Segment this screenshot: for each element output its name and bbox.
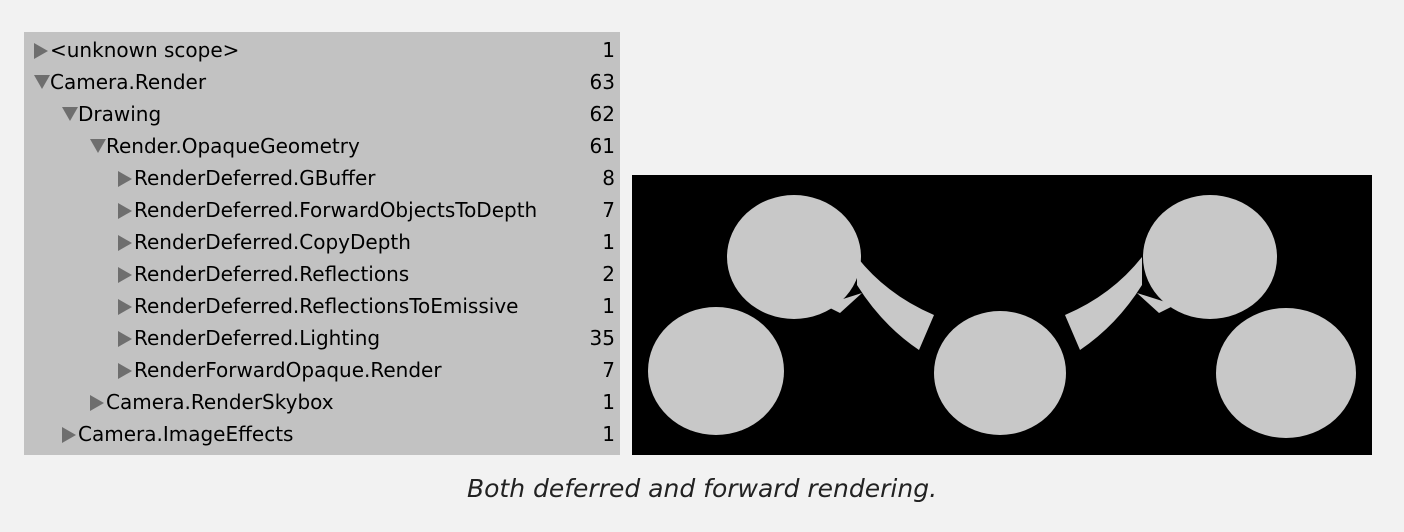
collapsed-triangle-icon[interactable] xyxy=(118,290,134,322)
tree-row[interactable]: Camera.ImageEffects 1 xyxy=(24,418,620,450)
tree-row-label: Camera.RenderSkybox xyxy=(106,390,334,414)
tree-row[interactable]: RenderDeferred.Lighting 35 xyxy=(24,322,620,354)
circle-shape xyxy=(727,195,861,319)
neck-shape xyxy=(1137,293,1175,313)
tree-row-count: 1 xyxy=(602,390,615,414)
render-preview-canvas xyxy=(648,195,1356,438)
tree-row-label: RenderDeferred.Lighting xyxy=(134,326,381,350)
tree-row-count: 35 xyxy=(589,326,615,350)
collapsed-triangle-icon[interactable] xyxy=(118,354,134,386)
figure-caption: Both deferred and forward rendering. xyxy=(466,474,938,503)
tree-row-label: RenderDeferred.ReflectionsToEmissive xyxy=(134,294,519,318)
tree-row-label: RenderDeferred.CopyDepth xyxy=(134,230,411,254)
collapsed-triangle-icon[interactable] xyxy=(118,258,134,290)
tree-row[interactable]: RenderDeferred.ForwardObjectsToDepth 7 xyxy=(24,194,620,226)
tree-row-count: 61 xyxy=(589,134,615,158)
profiler-tree: <unknown scope> 1 Camera.Render 63 Drawing 62… xyxy=(24,32,620,455)
collapsed-triangle-icon[interactable] xyxy=(90,386,106,418)
collapsed-triangle-icon[interactable] xyxy=(34,34,50,66)
tree-row-label: Drawing xyxy=(78,102,162,126)
tree-row-label: RenderDeferred.ForwardObjectsToDepth xyxy=(134,198,538,222)
tree-row[interactable]: Camera.RenderSkybox 1 xyxy=(24,386,620,418)
tree-row-count: 2 xyxy=(602,262,615,286)
tree-row-label: <unknown scope> xyxy=(50,38,240,62)
tree-row[interactable]: <unknown scope> 1 xyxy=(24,34,620,66)
collapsed-triangle-icon[interactable] xyxy=(62,418,78,450)
expanded-triangle-icon[interactable] xyxy=(90,130,106,162)
tree-row[interactable]: RenderDeferred.Reflections 2 xyxy=(24,258,620,290)
render-preview xyxy=(632,175,1372,455)
tree-row[interactable]: Camera.Render 63 xyxy=(24,66,620,98)
tree-row-count: 1 xyxy=(602,230,615,254)
collapsed-triangle-icon[interactable] xyxy=(118,194,134,226)
expanded-triangle-icon[interactable] xyxy=(34,66,50,98)
tree-row-label: RenderDeferred.Reflections xyxy=(134,262,410,286)
tree-row-count: 1 xyxy=(602,38,615,62)
tree-row[interactable]: Drawing 62 xyxy=(24,98,620,130)
tree-row-count: 7 xyxy=(602,198,615,222)
collapsed-triangle-icon[interactable] xyxy=(118,226,134,258)
collapsed-triangle-icon[interactable] xyxy=(118,162,134,194)
tree-row-count: 1 xyxy=(602,422,615,446)
tree-row-label: Camera.ImageEffects xyxy=(78,422,294,446)
circle-shape xyxy=(934,311,1066,435)
circle-shape xyxy=(1143,195,1277,319)
neck-shape xyxy=(824,293,862,313)
tree-row[interactable]: RenderDeferred.CopyDepth 1 xyxy=(24,226,620,258)
tree-row[interactable]: RenderForwardOpaque.Render 7 xyxy=(24,354,620,386)
tree-row-count: 8 xyxy=(602,166,615,190)
collapsed-triangle-icon[interactable] xyxy=(118,322,134,354)
tree-row-label: Camera.Render xyxy=(50,70,207,94)
tree-row-count: 7 xyxy=(602,358,615,382)
tree-row[interactable]: Render.OpaqueGeometry 61 xyxy=(24,130,620,162)
neck-shape xyxy=(857,257,934,350)
neck-shape xyxy=(1065,257,1142,350)
tree-row-count: 63 xyxy=(589,70,615,94)
expanded-triangle-icon[interactable] xyxy=(62,98,78,130)
tree-row[interactable]: RenderDeferred.ReflectionsToEmissive 1 xyxy=(24,290,620,322)
tree-row-label: RenderDeferred.GBuffer xyxy=(134,166,376,190)
tree-row[interactable]: RenderDeferred.GBuffer 8 xyxy=(24,162,620,194)
circle-shape xyxy=(1216,308,1356,438)
tree-row-label: RenderForwardOpaque.Render xyxy=(134,358,442,382)
tree-row-count: 62 xyxy=(589,102,615,126)
circle-shape xyxy=(648,307,784,435)
tree-row-label: Render.OpaqueGeometry xyxy=(106,134,360,158)
tree-row-count: 1 xyxy=(602,294,615,318)
